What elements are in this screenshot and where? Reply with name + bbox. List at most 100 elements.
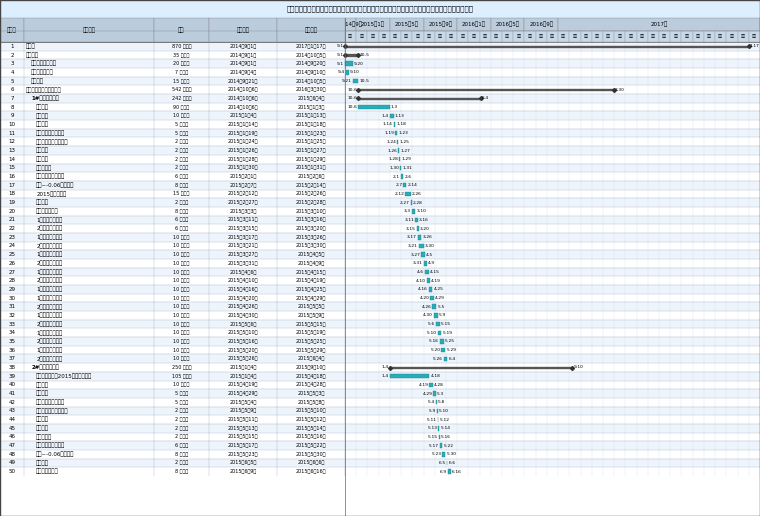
Text: 24: 24 xyxy=(8,244,16,249)
Bar xyxy=(416,227,419,231)
Bar xyxy=(0,155,760,164)
Bar xyxy=(569,31,581,42)
Text: 架空层地面施工: 架空层地面施工 xyxy=(36,469,59,474)
Bar xyxy=(0,250,760,259)
Bar xyxy=(0,441,760,450)
Text: 2015年1月13日: 2015年1月13日 xyxy=(296,114,326,118)
Bar xyxy=(536,31,547,42)
Text: 1区屋面结构施工: 1区屋面结构施工 xyxy=(36,347,62,353)
Bar xyxy=(399,157,401,162)
Text: 2区屋面结构施工: 2区屋面结构施工 xyxy=(36,356,62,362)
Bar xyxy=(0,129,760,137)
Text: 2015年1月31日: 2015年1月31日 xyxy=(296,165,326,170)
Text: 4-16: 4-16 xyxy=(418,287,428,292)
Text: 2015年1月4日: 2015年1月4日 xyxy=(229,114,257,118)
Text: 4-19: 4-19 xyxy=(419,383,429,387)
Text: 5-19: 5-19 xyxy=(442,331,452,335)
Text: 2-7: 2-7 xyxy=(395,183,402,187)
Text: 2015年5月15日: 2015年5月15日 xyxy=(296,321,326,327)
Text: 10 工作日: 10 工作日 xyxy=(173,287,189,292)
Text: 2015年2月27日: 2015年2月27日 xyxy=(227,200,258,205)
Text: 垫层施工: 垫层施工 xyxy=(36,156,49,162)
Text: 10 工作日: 10 工作日 xyxy=(173,252,189,257)
Text: 10-5: 10-5 xyxy=(359,53,369,57)
Text: 2#库房结构施工: 2#库房结构施工 xyxy=(31,365,59,370)
Text: 3-26: 3-26 xyxy=(423,235,432,239)
Text: 22: 22 xyxy=(8,226,16,231)
Bar xyxy=(394,122,395,127)
Bar xyxy=(0,329,760,337)
Text: 施工准备: 施工准备 xyxy=(26,52,40,58)
Text: 2015年5月: 2015年5月 xyxy=(394,22,419,27)
Text: 38: 38 xyxy=(8,365,16,370)
Text: 35 工作日: 35 工作日 xyxy=(173,53,189,57)
Text: 桩间土清理、桩头凿除: 桩间土清理、桩头凿除 xyxy=(36,408,68,414)
Text: 6-9: 6-9 xyxy=(440,470,447,474)
Text: 6 工作日: 6 工作日 xyxy=(175,217,188,222)
Text: 5-15: 5-15 xyxy=(428,435,439,439)
Text: 10 工作日: 10 工作日 xyxy=(173,278,189,283)
Text: 2017年: 2017年 xyxy=(651,22,668,27)
Bar xyxy=(0,146,760,155)
Bar xyxy=(715,31,727,42)
Text: 2015年5月8日: 2015年5月8日 xyxy=(297,400,325,405)
Bar xyxy=(358,105,390,109)
Text: 2015年4月15日: 2015年4月15日 xyxy=(296,269,326,275)
Bar xyxy=(0,224,760,233)
Text: 2015年5月6日: 2015年5月6日 xyxy=(229,321,257,327)
Bar xyxy=(0,59,760,68)
Text: 下旬: 下旬 xyxy=(527,35,533,39)
Text: 4-25: 4-25 xyxy=(433,287,444,292)
Text: 1-19: 1-19 xyxy=(385,131,394,135)
Bar xyxy=(468,31,480,42)
Text: 2015年2月28日: 2015年2月28日 xyxy=(296,200,326,205)
Text: 10 工作日: 10 工作日 xyxy=(173,330,189,335)
Text: 2-1: 2-1 xyxy=(393,174,400,179)
Text: 9-4: 9-4 xyxy=(338,70,345,74)
Bar xyxy=(0,51,760,59)
Text: 2015年5月4日: 2015年5月4日 xyxy=(229,400,257,405)
Bar xyxy=(0,18,24,42)
Text: 6-6: 6-6 xyxy=(448,461,455,465)
Bar xyxy=(405,191,411,196)
Bar xyxy=(444,357,448,361)
Text: 2015年1月30日: 2015年1月30日 xyxy=(227,165,258,170)
Bar xyxy=(412,209,415,214)
Bar xyxy=(0,372,760,380)
Text: 9: 9 xyxy=(11,114,14,118)
Text: 桩间土清理、桩头凿除: 桩间土清理、桩头凿除 xyxy=(36,139,68,144)
Text: 防腐膜施工: 防腐膜施工 xyxy=(36,165,52,171)
Text: 承台、地梁结构施工: 承台、地梁结构施工 xyxy=(36,443,65,448)
Text: 2014年10月6日: 2014年10月6日 xyxy=(227,87,258,92)
Text: 2015年4月20日: 2015年4月20日 xyxy=(227,296,258,300)
Text: 2015年3月3日: 2015年3月3日 xyxy=(229,209,257,214)
Text: 1区八层结构施工: 1区八层结构施工 xyxy=(36,330,62,335)
Bar xyxy=(378,31,390,42)
Text: 完成时间: 完成时间 xyxy=(305,27,318,33)
Text: 3-17: 3-17 xyxy=(407,235,416,239)
Text: 542 工作日: 542 工作日 xyxy=(172,87,191,92)
Text: 6-4: 6-4 xyxy=(448,357,455,361)
Text: 桩基检测: 桩基检测 xyxy=(36,113,49,119)
Text: 250 工作日: 250 工作日 xyxy=(172,365,191,370)
Text: 40: 40 xyxy=(8,382,16,388)
Text: 29: 29 xyxy=(8,287,16,292)
Text: 垫层施工: 垫层施工 xyxy=(36,426,49,431)
Text: 34: 34 xyxy=(8,330,16,335)
Text: 2015年4月30日: 2015年4月30日 xyxy=(227,313,258,318)
Text: 2015年1月4日: 2015年1月4日 xyxy=(229,365,257,370)
Bar xyxy=(209,18,277,42)
Bar xyxy=(0,354,760,363)
Text: 2015年1月26日: 2015年1月26日 xyxy=(227,148,258,153)
Text: 2015年4月25日: 2015年4月25日 xyxy=(296,287,326,292)
Text: 中旬: 中旬 xyxy=(640,35,644,39)
Text: 下旬: 下旬 xyxy=(393,35,398,39)
Text: 2015年5月25日: 2015年5月25日 xyxy=(296,339,326,344)
Text: 2015年5月3日: 2015年5月3日 xyxy=(297,391,325,396)
Text: 上旬: 上旬 xyxy=(550,35,555,39)
Text: 17: 17 xyxy=(8,183,16,188)
Text: 2015年4月29日: 2015年4月29日 xyxy=(228,391,258,396)
Text: 2015年1月23日: 2015年1月23日 xyxy=(296,131,326,136)
Bar xyxy=(547,31,558,42)
Bar xyxy=(625,31,637,42)
